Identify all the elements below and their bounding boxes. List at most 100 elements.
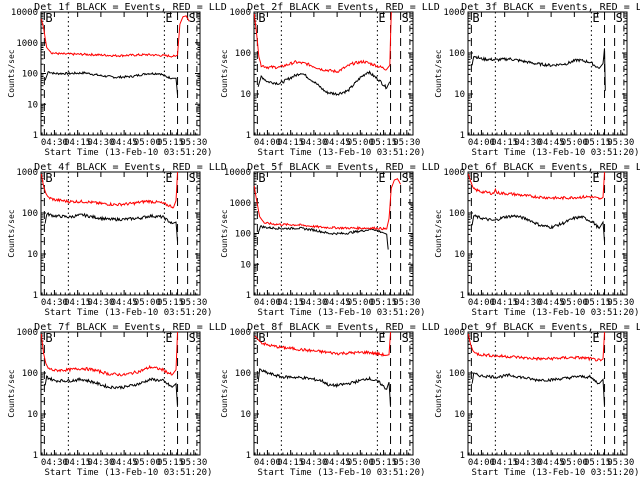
series-lld-red-line	[40, 171, 178, 209]
marker-label-e: E	[165, 11, 172, 25]
marker-label-s: S	[189, 171, 196, 185]
x-tick-label: 05:00	[561, 298, 588, 308]
x-tick-label: 04:15	[491, 298, 518, 308]
y-tick-label: 100	[235, 230, 251, 240]
marker-label-e: E	[592, 11, 599, 25]
x-tick-label: 05:30	[607, 298, 634, 308]
marker-label-b: B	[258, 331, 265, 345]
y-tick-label: 100	[449, 209, 465, 219]
y-tick-label: 10	[454, 90, 465, 100]
panel-det-5f: Det 5f BLACK = Events, RED = LLD 1 10 100 10…	[220, 162, 440, 318]
x-tick-label: 05:00	[561, 458, 588, 468]
marker-label-e: E	[165, 171, 172, 185]
x-tick-label: 04:30	[300, 458, 327, 468]
x-tick-label: 05:00	[347, 138, 374, 148]
plot-frame	[253, 331, 414, 456]
x-tick-label: 04:15	[64, 458, 91, 468]
series-lld-red-line	[467, 171, 605, 201]
series-lld-red-line	[253, 11, 392, 74]
x-tick-label: 05:15	[370, 458, 397, 468]
series-lld-red-line	[40, 15, 190, 58]
x-tick-label: 04:30	[514, 458, 541, 468]
x-axis-label: Start Time (13-Feb-10 03:51:20)	[258, 148, 426, 158]
x-tick-label: 05:30	[180, 458, 207, 468]
chart-title: Det 8f BLACK = Events, RED = LLD	[247, 322, 440, 333]
y-tick-label: 100	[22, 209, 38, 219]
x-tick-label: 05:00	[347, 458, 374, 468]
marker-label-b: B	[258, 11, 265, 25]
panel-det-3f: Det 3f BLACK = Events, RED = LLD 1 10 100 10…	[434, 2, 640, 158]
chart-title: Det 2f BLACK = Events, RED = LLD	[247, 2, 440, 13]
x-axis-label: Start Time (13-Feb-10 03:51:20)	[45, 468, 213, 478]
panel-det-2f: Det 2f BLACK = Events, RED = LLD 1 10 100 10…	[220, 2, 440, 158]
plot-frame	[467, 331, 628, 456]
marker-label-e: E	[378, 331, 385, 345]
y-axis-label: Counts/sec	[7, 209, 16, 257]
plot-frame	[253, 11, 414, 136]
x-axis-label: Start Time (13-Feb-10 03:51:20)	[258, 308, 426, 318]
series-lld-red-line	[254, 331, 391, 358]
x-tick-label: 04:15	[64, 138, 91, 148]
x-tick-label: 05:00	[134, 298, 161, 308]
x-axis-label: Start Time (13-Feb-10 03:51:20)	[472, 308, 640, 318]
y-tick-label: 1	[33, 291, 38, 301]
y-tick-label: 100	[235, 369, 251, 379]
chart-title: Det 4f BLACK = Events, RED = LLD	[34, 162, 227, 173]
marker-label-b: B	[45, 11, 52, 25]
series-events-black-line	[471, 372, 605, 407]
y-axis-label: Counts/sec	[434, 49, 443, 97]
series-events-black-line	[257, 225, 389, 250]
x-tick-label: 05:15	[584, 298, 611, 308]
y-tick-label: 1	[246, 451, 251, 461]
x-tick-label: 05:15	[157, 458, 184, 468]
y-tick-label: 1000	[229, 328, 251, 338]
x-tick-label: 05:30	[607, 138, 634, 148]
panel-det-1f: Det 1f BLACK = Events, RED = LLD 1 10 100 10…	[7, 2, 227, 158]
series-events-black-line	[257, 70, 391, 97]
x-tick-label: 04:15	[491, 458, 518, 468]
x-tick-label: 05:15	[157, 298, 184, 308]
y-tick-label: 100	[22, 70, 38, 80]
panel-det-9f: Det 9f BLACK = Events, RED = LLD 1 10 100 10…	[434, 322, 640, 478]
y-tick-label: 1	[33, 131, 38, 141]
x-tick-label: 05:30	[393, 458, 420, 468]
x-tick-label: 04:45	[111, 458, 138, 468]
marker-label-e: E	[165, 331, 172, 345]
y-tick-label: 1000	[229, 199, 251, 209]
x-tick-label: 04:45	[538, 458, 565, 468]
x-tick-label: 04:30	[87, 458, 114, 468]
marker-label-s: S	[189, 331, 196, 345]
chart-title: Det 1f BLACK = Events, RED = LLD	[34, 2, 227, 13]
x-tick-label: 05:00	[134, 458, 161, 468]
y-tick-label: 1	[246, 291, 251, 301]
y-axis-label: Counts/sec	[7, 369, 16, 417]
series-events-black-line	[257, 368, 391, 407]
x-tick-label: 04:45	[111, 138, 138, 148]
x-tick-label: 04:45	[324, 298, 351, 308]
y-tick-label: 10	[27, 250, 38, 260]
marker-label-s: S	[402, 171, 409, 185]
x-tick-label: 04:15	[277, 458, 304, 468]
x-tick-label: 05:00	[347, 298, 374, 308]
chart-title: Det 6f BLACK = Events, RED = LLD	[461, 162, 640, 173]
y-tick-label: 10	[27, 410, 38, 420]
marker-label-b: B	[472, 331, 479, 345]
y-tick-label: 10	[454, 410, 465, 420]
x-tick-label: 04:45	[324, 138, 351, 148]
x-tick-label: 04:15	[277, 298, 304, 308]
x-tick-label: 04:30	[514, 138, 541, 148]
chart-title: Det 7f BLACK = Events, RED = LLD	[34, 322, 227, 333]
panel-det-7f: Det 7f BLACK = Events, RED = LLD 1 10 100 10…	[7, 322, 227, 478]
series-events-black-line	[471, 48, 606, 91]
x-tick-label: 04:15	[277, 138, 304, 148]
x-tick-label: 04:00	[254, 298, 281, 308]
y-tick-label: 1000	[16, 328, 38, 338]
marker-label-b: B	[45, 331, 52, 345]
marker-label-e: E	[378, 11, 385, 25]
x-tick-label: 04:45	[324, 458, 351, 468]
marker-label-b: B	[472, 11, 479, 25]
y-tick-label: 1000	[16, 168, 38, 178]
series-events-black-line	[44, 375, 178, 407]
plot-frame	[40, 11, 201, 136]
x-axis-label: Start Time (13-Feb-10 03:51:20)	[472, 148, 640, 158]
